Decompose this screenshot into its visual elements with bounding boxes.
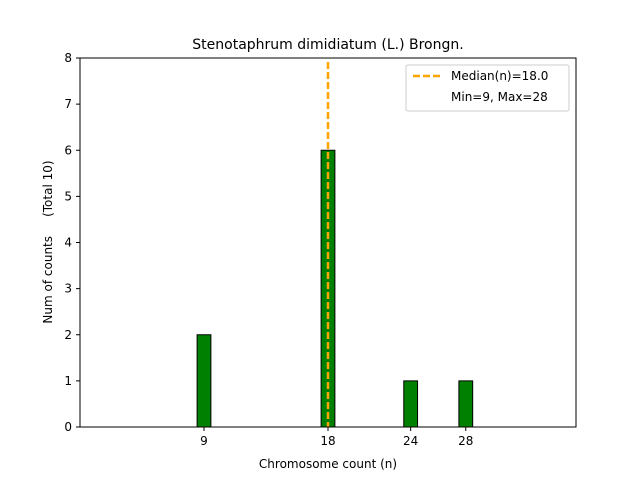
legend: Median(n)=18.0 Min=9, Max=28 <box>405 64 570 112</box>
bar-9 <box>196 334 212 428</box>
x-tick-label-24: 24 <box>403 434 418 448</box>
y-axis: 0 1 2 3 4 5 6 7 8 <box>64 51 80 434</box>
y-tick-label-7: 7 <box>64 97 72 111</box>
bar-24 <box>403 380 419 428</box>
bars-layer <box>196 149 508 428</box>
bar-28 <box>458 380 474 428</box>
legend-median-label: Median(n)=18.0 <box>451 69 548 83</box>
chart-title: Stenotaphrum dimidiatum (L.) Brongn. <box>192 37 463 53</box>
y-tick-label-2: 2 <box>64 328 72 342</box>
y-tick-label-5: 5 <box>64 189 72 203</box>
x-tick-label-28: 28 <box>458 434 473 448</box>
y-tick-label-4: 4 <box>64 236 72 250</box>
x-axis: 9 18 24 28 <box>200 427 473 448</box>
x-tick-label-18: 18 <box>320 434 335 448</box>
x-tick-label-9: 9 <box>200 434 208 448</box>
x-axis-label: Chromosome count (n) <box>259 457 397 471</box>
legend-box <box>405 64 570 112</box>
y-axis-label: Num of counts (Total 10) <box>41 160 55 323</box>
legend-minmax-label: Min=9, Max=28 <box>451 90 548 104</box>
y-tick-label-6: 6 <box>64 143 72 157</box>
y-tick-label-1: 1 <box>64 374 72 388</box>
y-tick-label-8: 8 <box>64 51 72 65</box>
y-tick-label-0: 0 <box>64 420 72 434</box>
y-tick-label-3: 3 <box>64 282 72 296</box>
